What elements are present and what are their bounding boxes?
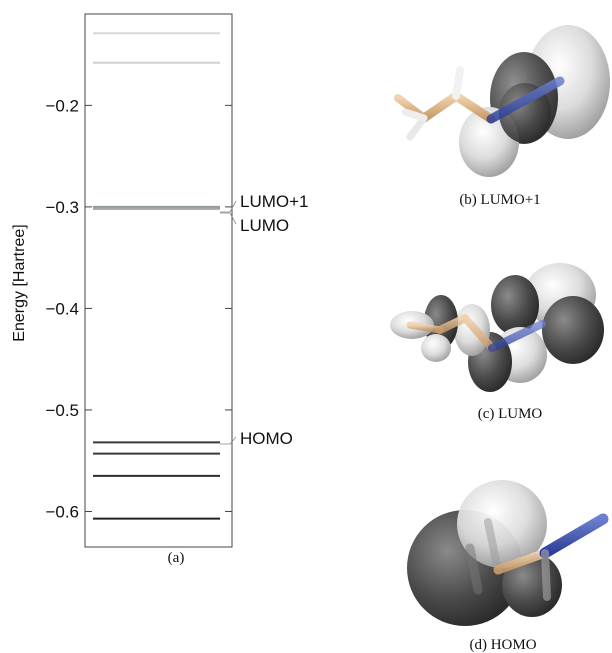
energy-levels <box>93 32 220 520</box>
homo-orbital-render <box>407 480 609 626</box>
y-tick-label: −0.2 <box>45 96 79 115</box>
caption-a: (a) <box>168 550 185 566</box>
y-tick-label: −0.4 <box>45 299 79 318</box>
panel-a: −0.2 −0.3 −0.4 −0.5 −0.6 Energy [Hartree] LU… <box>11 13 309 566</box>
y-tick-label: −0.5 <box>45 401 79 420</box>
y-tick-label: −0.6 <box>45 502 79 521</box>
caption-d: (d) HOMO <box>469 637 536 653</box>
panel-c-lumo-orbital: (c) LUMO <box>390 263 604 422</box>
lumo-connector <box>220 212 237 225</box>
y-axis-ticks: −0.2 −0.3 −0.4 −0.5 −0.6 <box>45 96 232 521</box>
caption-b: (b) LUMO+1 <box>459 192 540 208</box>
level-label-homo: HOMO <box>240 429 293 448</box>
panel-b-lumo-plus-1-orbital: (b) LUMO+1 <box>394 25 610 208</box>
panel-d-homo-orbital: (d) HOMO <box>407 480 609 653</box>
level-label-lumo-plus-1: LUMO+1 <box>240 192 309 211</box>
lumo-orbital-render <box>390 263 604 392</box>
level-plot-frame <box>84 13 233 548</box>
level-label-lumo: LUMO <box>240 216 289 235</box>
homo-connector <box>220 436 237 445</box>
caption-c: (c) LUMO <box>478 406 543 422</box>
y-axis-label: Energy [Hartree] <box>11 224 28 341</box>
lumo-plus-1-orbital-render <box>394 25 610 177</box>
lumo-plus-1-connector <box>220 200 237 213</box>
y-tick-label: −0.3 <box>45 198 79 217</box>
